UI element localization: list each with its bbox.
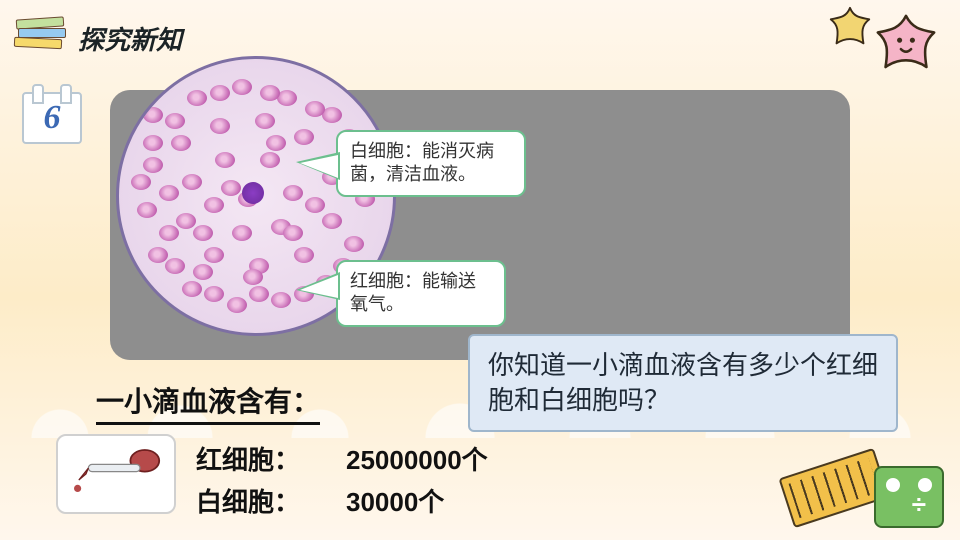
white-label: 白细胞： [196,482,346,524]
cube-character-icon [874,466,944,528]
red-cell-dot [176,213,196,229]
red-cell-dot [215,152,235,168]
red-cell-dot [283,185,303,201]
red-cell-dot [260,152,280,168]
counts-block: 红细胞： 25000000个 白细胞： 30000个 [196,440,488,523]
red-cell-dot [193,264,213,280]
red-cell-dot [266,135,286,151]
drop-title: 一小滴血液含有： [96,380,320,425]
red-cell-dot [322,213,342,229]
white-cell-dot [242,182,264,204]
red-cell-dot [243,269,263,285]
question-text: 你知道一小滴血液含有多少个红细胞和白细胞吗？ [488,351,878,415]
red-label: 红细胞： [196,440,346,482]
red-cell-dot [232,225,252,241]
red-value: 25000000个 [346,440,488,482]
red-cell-dot [159,225,179,241]
callout-red-text: 红细胞：能输送氧气。 [350,271,476,314]
red-cell-dot [143,107,163,123]
red-cell-dot [204,247,224,263]
callout-red-cell: 红细胞：能输送氧气。 [336,260,506,327]
red-cell-dot [171,135,191,151]
red-cell-dot [182,281,202,297]
red-cell-dot [143,157,163,173]
mascot-decoration: ÷ [820,424,950,534]
red-cell-dot [344,236,364,252]
red-cell-dot [165,258,185,274]
red-cell-dot [193,225,213,241]
red-cell-dot [305,197,325,213]
divide-symbol-icon: ÷ [912,489,926,520]
red-cell-dot [232,79,252,95]
red-cell-dot [260,85,280,101]
page-title: 探究新知 [78,20,182,57]
red-cell-dot [148,247,168,263]
red-cell-dot [294,129,314,145]
dropper-card [56,434,176,514]
callout-white-cell: 白细胞：能消灭病菌，清洁血液。 [336,130,526,197]
red-cell-dot [249,286,269,302]
red-cell-dot [283,225,303,241]
red-cell-dot [294,247,314,263]
ruler-icon [778,448,889,528]
red-cell-dot [204,286,224,302]
lesson-number: 6 [44,99,61,137]
red-cell-dot [131,174,151,190]
question-box: 你知道一小滴血液含有多少个红细胞和白细胞吗？ [468,334,898,432]
red-cell-dot [210,85,230,101]
star-yellow-icon [826,4,874,52]
red-cell-dot [165,113,185,129]
red-cell-dot [187,90,207,106]
red-cell-dot [210,118,230,134]
red-cell-dot [137,202,157,218]
red-cell-dot [143,135,163,151]
dropper-icon [68,443,164,505]
star-pink-icon [874,12,938,76]
red-cell-dot [159,185,179,201]
red-cell-dot [255,113,275,129]
books-icon [12,10,72,58]
white-value: 30000个 [346,482,444,524]
lesson-number-card: 6 [22,92,82,144]
red-cell-dot [182,174,202,190]
callout-white-text: 白细胞：能消灭病菌，清洁血液。 [350,141,494,184]
red-cell-dot [271,292,291,308]
red-cell-dot [221,180,241,196]
red-cell-dot [204,197,224,213]
red-cell-dot [227,297,247,313]
